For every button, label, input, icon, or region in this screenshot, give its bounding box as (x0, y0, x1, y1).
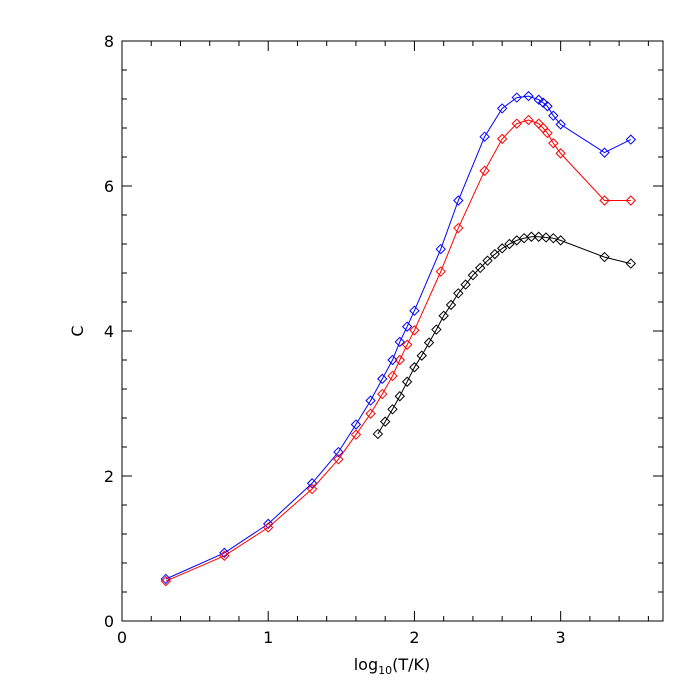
data-point-marker (394, 391, 406, 402)
x-tick-label: 0 (117, 628, 127, 647)
data-point-marker (387, 404, 398, 415)
data-point-marker (372, 428, 384, 440)
data-point-marker (496, 243, 508, 254)
data-point-marker (387, 354, 398, 366)
plot-frame (121, 40, 664, 622)
x-tick-label: 2 (409, 628, 419, 647)
x-tick-label: 3 (556, 628, 566, 647)
data-point-marker (365, 408, 376, 419)
data-point-marker (306, 478, 318, 489)
data-point-marker (263, 522, 274, 533)
data-point-marker (599, 195, 610, 206)
data-point-marker (542, 101, 553, 112)
data-point-marker (416, 350, 427, 361)
data-point-marker (394, 336, 406, 348)
y-tick-label: 0 (104, 612, 114, 631)
y-tick-label: 6 (104, 177, 114, 196)
data-point-marker (479, 131, 490, 142)
data-point-marker (219, 550, 230, 561)
data-point-marker (523, 114, 534, 126)
series-line (377, 236, 631, 435)
data-point-marker (401, 339, 413, 350)
data-point-marker (599, 251, 610, 263)
data-point-marker (160, 573, 172, 585)
tick-labels: 0 1 2 3 0 2 4 6 8 (104, 32, 566, 647)
data-point-marker (625, 258, 637, 269)
data-point-marker (438, 310, 449, 321)
data-point-marker (394, 354, 406, 366)
data-point-marker (496, 133, 508, 145)
series-line (165, 95, 632, 580)
data-point-marker (548, 232, 559, 244)
data-point-marker (431, 324, 442, 335)
axis-ticks (121, 40, 663, 622)
data-point-marker (537, 97, 549, 108)
data-point-marker (453, 195, 464, 206)
data-point-marker (435, 243, 446, 255)
data-point-marker (409, 325, 420, 336)
y-tick-label: 8 (104, 32, 114, 51)
data-point-marker (625, 134, 637, 145)
data-point-marker (460, 279, 471, 290)
data-point-marker (219, 547, 230, 559)
data-point-marker (489, 248, 501, 260)
data-point-marker (401, 321, 413, 332)
data-point-marker (377, 373, 388, 385)
data-point-marker (533, 94, 544, 105)
data-point-marker (409, 305, 420, 316)
data-point-marker (479, 165, 490, 176)
data-point-marker (333, 454, 344, 465)
series-layer (160, 90, 637, 587)
data-point-marker (160, 575, 172, 587)
data-point-marker (526, 231, 537, 242)
series-line (165, 119, 631, 582)
x-axis-label: log10(T/K) (354, 655, 431, 677)
data-point-marker (350, 419, 362, 430)
data-point-marker (401, 376, 413, 387)
data-point-marker (482, 255, 493, 266)
data-point-marker (555, 148, 566, 159)
data-point-marker (540, 232, 552, 243)
data-point-marker (625, 195, 637, 206)
data-point-marker (435, 266, 446, 277)
data-point-marker (548, 138, 559, 149)
data-point-marker (445, 299, 457, 311)
data-point-marker (504, 238, 515, 250)
data-point-marker (387, 370, 398, 382)
data-point-marker (555, 119, 566, 130)
data-point-marker (333, 446, 344, 458)
data-point-marker (377, 388, 388, 400)
data-point-marker (453, 288, 464, 299)
data-point-marker (533, 231, 544, 242)
series-2 (372, 231, 637, 440)
data-point-marker (423, 337, 435, 348)
data-point-marker (511, 118, 522, 129)
data-point-marker (599, 147, 610, 158)
data-point-marker (523, 90, 534, 102)
y-tick-label: 4 (104, 322, 114, 341)
data-point-marker (379, 416, 391, 427)
data-point-marker (542, 127, 553, 139)
data-point-marker (467, 269, 479, 281)
data-point-marker (453, 222, 464, 234)
data-point-marker (496, 103, 508, 114)
data-point-marker (409, 362, 420, 373)
data-point-marker (475, 262, 486, 274)
data-point-marker (306, 483, 318, 495)
data-point-marker (350, 429, 362, 440)
series-0 (160, 90, 637, 585)
data-point-marker (511, 92, 522, 103)
data-point-marker (263, 518, 274, 530)
data-point-marker (555, 235, 566, 246)
y-tick-label: 2 (104, 467, 114, 486)
data-point-marker (548, 110, 559, 121)
data-point-marker (365, 395, 376, 406)
series-1 (160, 114, 637, 587)
x-tick-label: 1 (263, 628, 273, 647)
y-axis-label: C (68, 325, 87, 336)
